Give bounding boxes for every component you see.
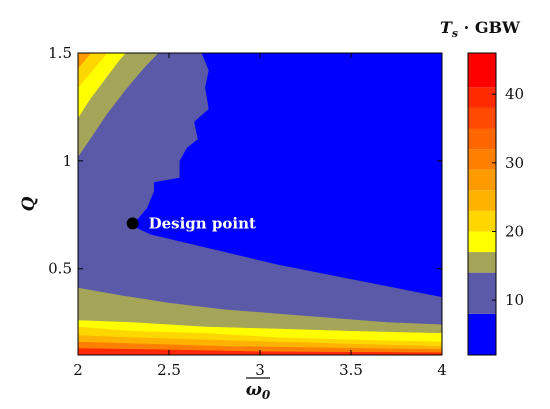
contour-regions: [78, 53, 442, 355]
colorbar-level-5: [468, 190, 496, 211]
colorbar-level-7: [468, 149, 496, 170]
colorbar-level-11: [468, 53, 496, 88]
colorbar: 10 20 30 40 Ts · GBW: [440, 18, 524, 356]
colorbar-level-4: [468, 210, 496, 232]
colorbar-frame: [467, 52, 497, 356]
colorbar-tick-label: 20: [505, 222, 524, 240]
y-tick-label: 1: [62, 152, 72, 170]
colorbar-tick-label: 30: [505, 154, 524, 172]
x-tick-label: 4: [437, 361, 447, 379]
colorbar-tick-label: 10: [505, 291, 524, 309]
design-point-label: Design point: [149, 214, 256, 232]
x-axis-label: ω0: [246, 377, 271, 402]
contour-region-minimum-blue: [132, 53, 442, 298]
colorbar-level-9: [468, 107, 496, 129]
x-tick-label: 2.5: [157, 361, 181, 379]
colorbar-level-3: [468, 231, 496, 253]
plot-area: [78, 53, 442, 355]
x-tick-label: 3: [255, 361, 265, 379]
colorbar-level-10: [468, 87, 496, 108]
contour-region-top-left-orange: [78, 53, 92, 69]
colorbar-level-2: [468, 252, 496, 273]
colorbar-tick-label: 40: [505, 85, 524, 103]
colorbar-title: Ts · GBW: [440, 18, 521, 40]
x-tick-label: 3.5: [339, 361, 363, 379]
colorbar-levels: [468, 53, 496, 355]
colorbar-level-6: [468, 169, 496, 191]
colorbar-ticks: 10 20 30 40: [492, 85, 524, 309]
colorbar-level-0: [468, 313, 496, 355]
colorbar-level-8: [468, 128, 496, 150]
design-point: Design point: [126, 214, 256, 232]
colorbar-level-1: [468, 272, 496, 314]
y-axis-ticks: 0.5 1 1.5: [48, 44, 442, 278]
y-tick-label: 1.5: [48, 44, 72, 62]
y-axis-label: Q: [19, 196, 39, 211]
design-point-marker: [126, 217, 139, 230]
y-tick-label: 0.5: [48, 260, 72, 278]
x-tick-label: 2: [73, 361, 83, 379]
x-axis-ticks: 2 2.5 3 3.5 4: [73, 53, 447, 379]
contour-region-top-left-gold: [78, 53, 108, 88]
svg-text:ω0: ω0: [246, 380, 271, 402]
